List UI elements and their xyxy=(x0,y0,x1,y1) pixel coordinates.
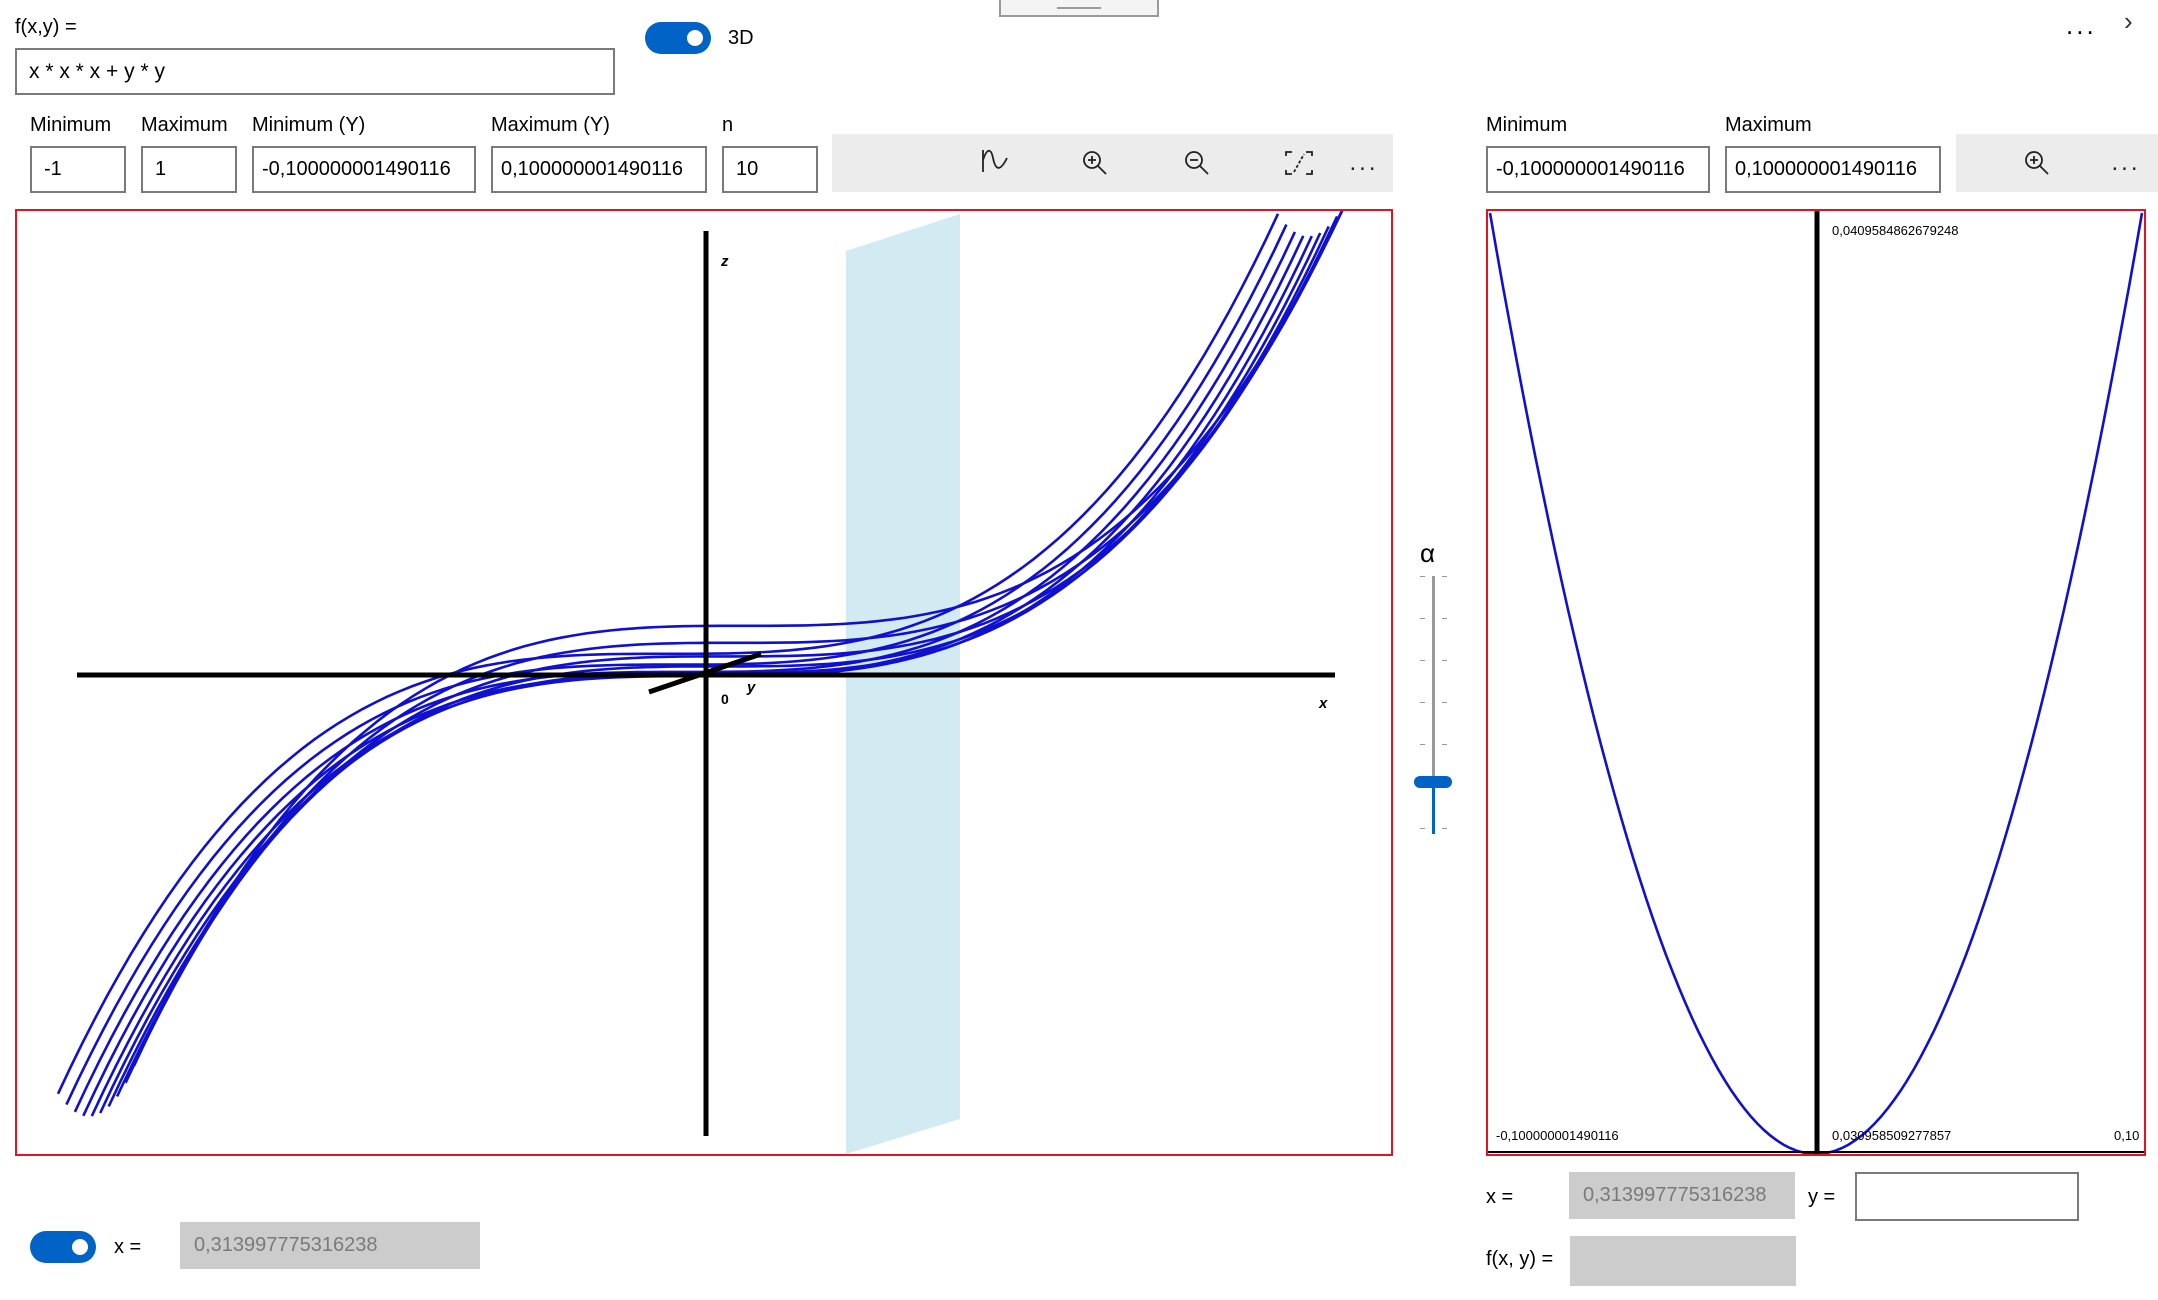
left-toolbar-more-button[interactable]: ... xyxy=(1349,149,1379,176)
eval-y-label: y = xyxy=(1808,1186,1836,1208)
right-min-input[interactable] xyxy=(1486,146,1710,193)
axis-x-label: x xyxy=(1318,695,1328,712)
alpha-slider-tick xyxy=(1442,702,1447,703)
axis-y-label: y xyxy=(746,679,756,696)
bottom-x-value xyxy=(180,1222,480,1269)
max-label: Maximum xyxy=(141,114,228,136)
toggle-3d-label: 3D xyxy=(728,27,754,49)
alpha-slider-thumb[interactable] xyxy=(1414,776,1452,789)
alpha-slider-tick xyxy=(1442,660,1447,661)
min-label: Minimum xyxy=(30,114,112,136)
alpha-slider-tick xyxy=(1420,660,1425,661)
zoom-out-icon[interactable] xyxy=(1167,134,1227,192)
plot-2d-top-label: 0,0409584862679248 xyxy=(1832,223,1959,238)
function-label: f(x,y) = xyxy=(15,16,77,38)
alpha-slider-tick xyxy=(1420,618,1425,619)
more-menu-button[interactable]: ... xyxy=(2066,10,2097,40)
right-toolbar: ... xyxy=(1956,134,2158,192)
alpha-slider-tick xyxy=(1442,618,1447,619)
eval-f-label: f(x, y) = xyxy=(1486,1248,1554,1270)
chevron-right-icon[interactable]: › xyxy=(2124,6,2133,36)
surface-curve xyxy=(65,224,1288,1106)
plot-3d[interactable]: z x y 0 xyxy=(15,209,1393,1156)
plot-2d[interactable]: 0,0409584862679248 -0,100000001490116 0,… xyxy=(1486,209,2146,1156)
x-toggle[interactable] xyxy=(30,1231,96,1263)
alpha-slider-tick xyxy=(1420,828,1425,829)
toggle-3d[interactable] xyxy=(645,22,711,54)
alpha-slider-tick xyxy=(1442,828,1447,829)
alpha-slider-tick xyxy=(1420,576,1425,577)
axis-z-label: z xyxy=(720,253,729,270)
plot-2d-bottom-right-label: 0,10 xyxy=(2114,1128,2140,1143)
bottom-x-label: x = xyxy=(114,1236,142,1258)
alpha-slider[interactable] xyxy=(1412,572,1456,838)
eval-f-value xyxy=(1570,1236,1796,1286)
n-input[interactable] xyxy=(722,146,818,193)
miny-label: Minimum (Y) xyxy=(252,114,366,136)
function-input[interactable] xyxy=(15,48,615,95)
parabola-curve xyxy=(1488,212,2144,1154)
y-axis xyxy=(648,651,762,695)
eval-y-input[interactable] xyxy=(1855,1172,2079,1221)
right-min-label: Minimum xyxy=(1486,114,1568,136)
surface-curve xyxy=(132,211,1344,1067)
right-max-label: Maximum xyxy=(1725,114,1812,136)
surface-curve xyxy=(115,215,1339,1097)
drag-handle[interactable] xyxy=(999,0,1159,17)
miny-input[interactable] xyxy=(252,146,476,193)
eval-x-value xyxy=(1569,1172,1795,1219)
maxy-input[interactable] xyxy=(491,146,707,193)
eval-x-label: x = xyxy=(1486,1186,1514,1208)
cross-section-plane xyxy=(846,214,960,1154)
maxy-label: Maximum (Y) xyxy=(491,114,610,136)
surface-curve xyxy=(56,213,1280,1095)
left-toolbar: ... xyxy=(832,134,1393,192)
alpha-slider-tick xyxy=(1442,576,1447,577)
surface-curve xyxy=(124,211,1344,1084)
max-input[interactable] xyxy=(141,146,237,193)
origin-label: 0 xyxy=(721,691,729,707)
alpha-slider-tick xyxy=(1420,702,1425,703)
alpha-slider-tick xyxy=(1420,744,1425,745)
fit-screen-icon[interactable] xyxy=(1269,134,1329,192)
zoom-in-icon[interactable] xyxy=(1065,134,1125,192)
right-toolbar-more-button[interactable]: ... xyxy=(2111,149,2141,176)
plot-2d-canvas xyxy=(1488,211,2144,1154)
right-max-input[interactable] xyxy=(1725,146,1941,193)
alpha-slider-tick xyxy=(1442,744,1447,745)
plot-2d-bottom-mid-label: 0,030958509277857 xyxy=(1832,1128,1952,1143)
n-label: n xyxy=(722,114,734,136)
graph-icon[interactable] xyxy=(964,134,1024,192)
plot-2d-bottom-left-label: -0,100000001490116 xyxy=(1496,1128,1619,1143)
plot-3d-canvas: z x y 0 xyxy=(56,211,1344,1154)
min-input[interactable] xyxy=(30,146,126,193)
right-zoom-in-icon[interactable] xyxy=(2007,134,2067,192)
alpha-label: α xyxy=(1420,538,1436,568)
